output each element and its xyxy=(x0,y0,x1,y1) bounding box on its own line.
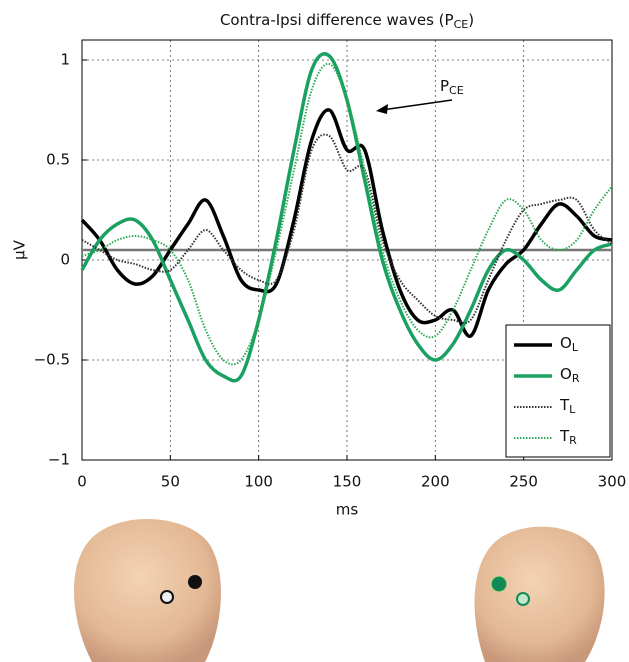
x-tick-label: 200 xyxy=(421,473,450,491)
text-part: T xyxy=(559,427,570,445)
x-tick-label: 0 xyxy=(77,473,87,491)
y-tick-label: 0 xyxy=(60,251,70,269)
legend-label: TR xyxy=(559,427,577,448)
chart-title: Contra-Ipsi difference waves (PCE) xyxy=(220,11,474,32)
subscript: CE xyxy=(454,18,469,31)
subscript: R xyxy=(572,372,580,385)
x-tick-label: 250 xyxy=(509,473,538,491)
data-line xyxy=(80,108,613,338)
y-tick-label: 0.5 xyxy=(46,151,70,169)
subscript: L xyxy=(569,403,576,416)
text-part: ) xyxy=(468,11,474,29)
x-tick-label: 300 xyxy=(598,473,627,491)
x-tick-label: 100 xyxy=(244,473,273,491)
data-line xyxy=(81,133,613,325)
electrode xyxy=(188,575,202,589)
subscript: L xyxy=(572,341,579,354)
data-line xyxy=(81,62,613,366)
text-part: P xyxy=(440,77,449,95)
text-part: O xyxy=(560,365,572,383)
text-part: Contra-Ipsi difference waves (P xyxy=(220,11,454,29)
x-tick-label: 50 xyxy=(161,473,180,491)
y-tick-label: 1 xyxy=(60,51,70,69)
head-right xyxy=(474,526,605,662)
x-tick-label: 150 xyxy=(333,473,362,491)
annotation-arrow xyxy=(381,99,453,111)
subscript: CE xyxy=(449,84,464,97)
legend-box xyxy=(505,324,611,458)
text-part: T xyxy=(559,396,570,414)
y-axis-label: μV xyxy=(11,239,29,260)
legend-label: OL xyxy=(560,334,579,355)
arrow-head xyxy=(376,104,388,114)
head-left xyxy=(73,518,221,662)
annotation: PCE xyxy=(440,77,464,98)
data-line xyxy=(80,52,613,383)
y-tick-label: −1 xyxy=(48,451,70,469)
electrode xyxy=(160,590,174,604)
text-part: O xyxy=(560,334,572,352)
x-axis-label: ms xyxy=(336,501,359,519)
electrode xyxy=(491,576,507,592)
electrode xyxy=(516,592,530,606)
legend-label: TL xyxy=(559,396,576,417)
legend-label: OR xyxy=(560,365,580,386)
y-tick-label: −0.5 xyxy=(34,351,70,369)
subscript: R xyxy=(569,434,577,447)
